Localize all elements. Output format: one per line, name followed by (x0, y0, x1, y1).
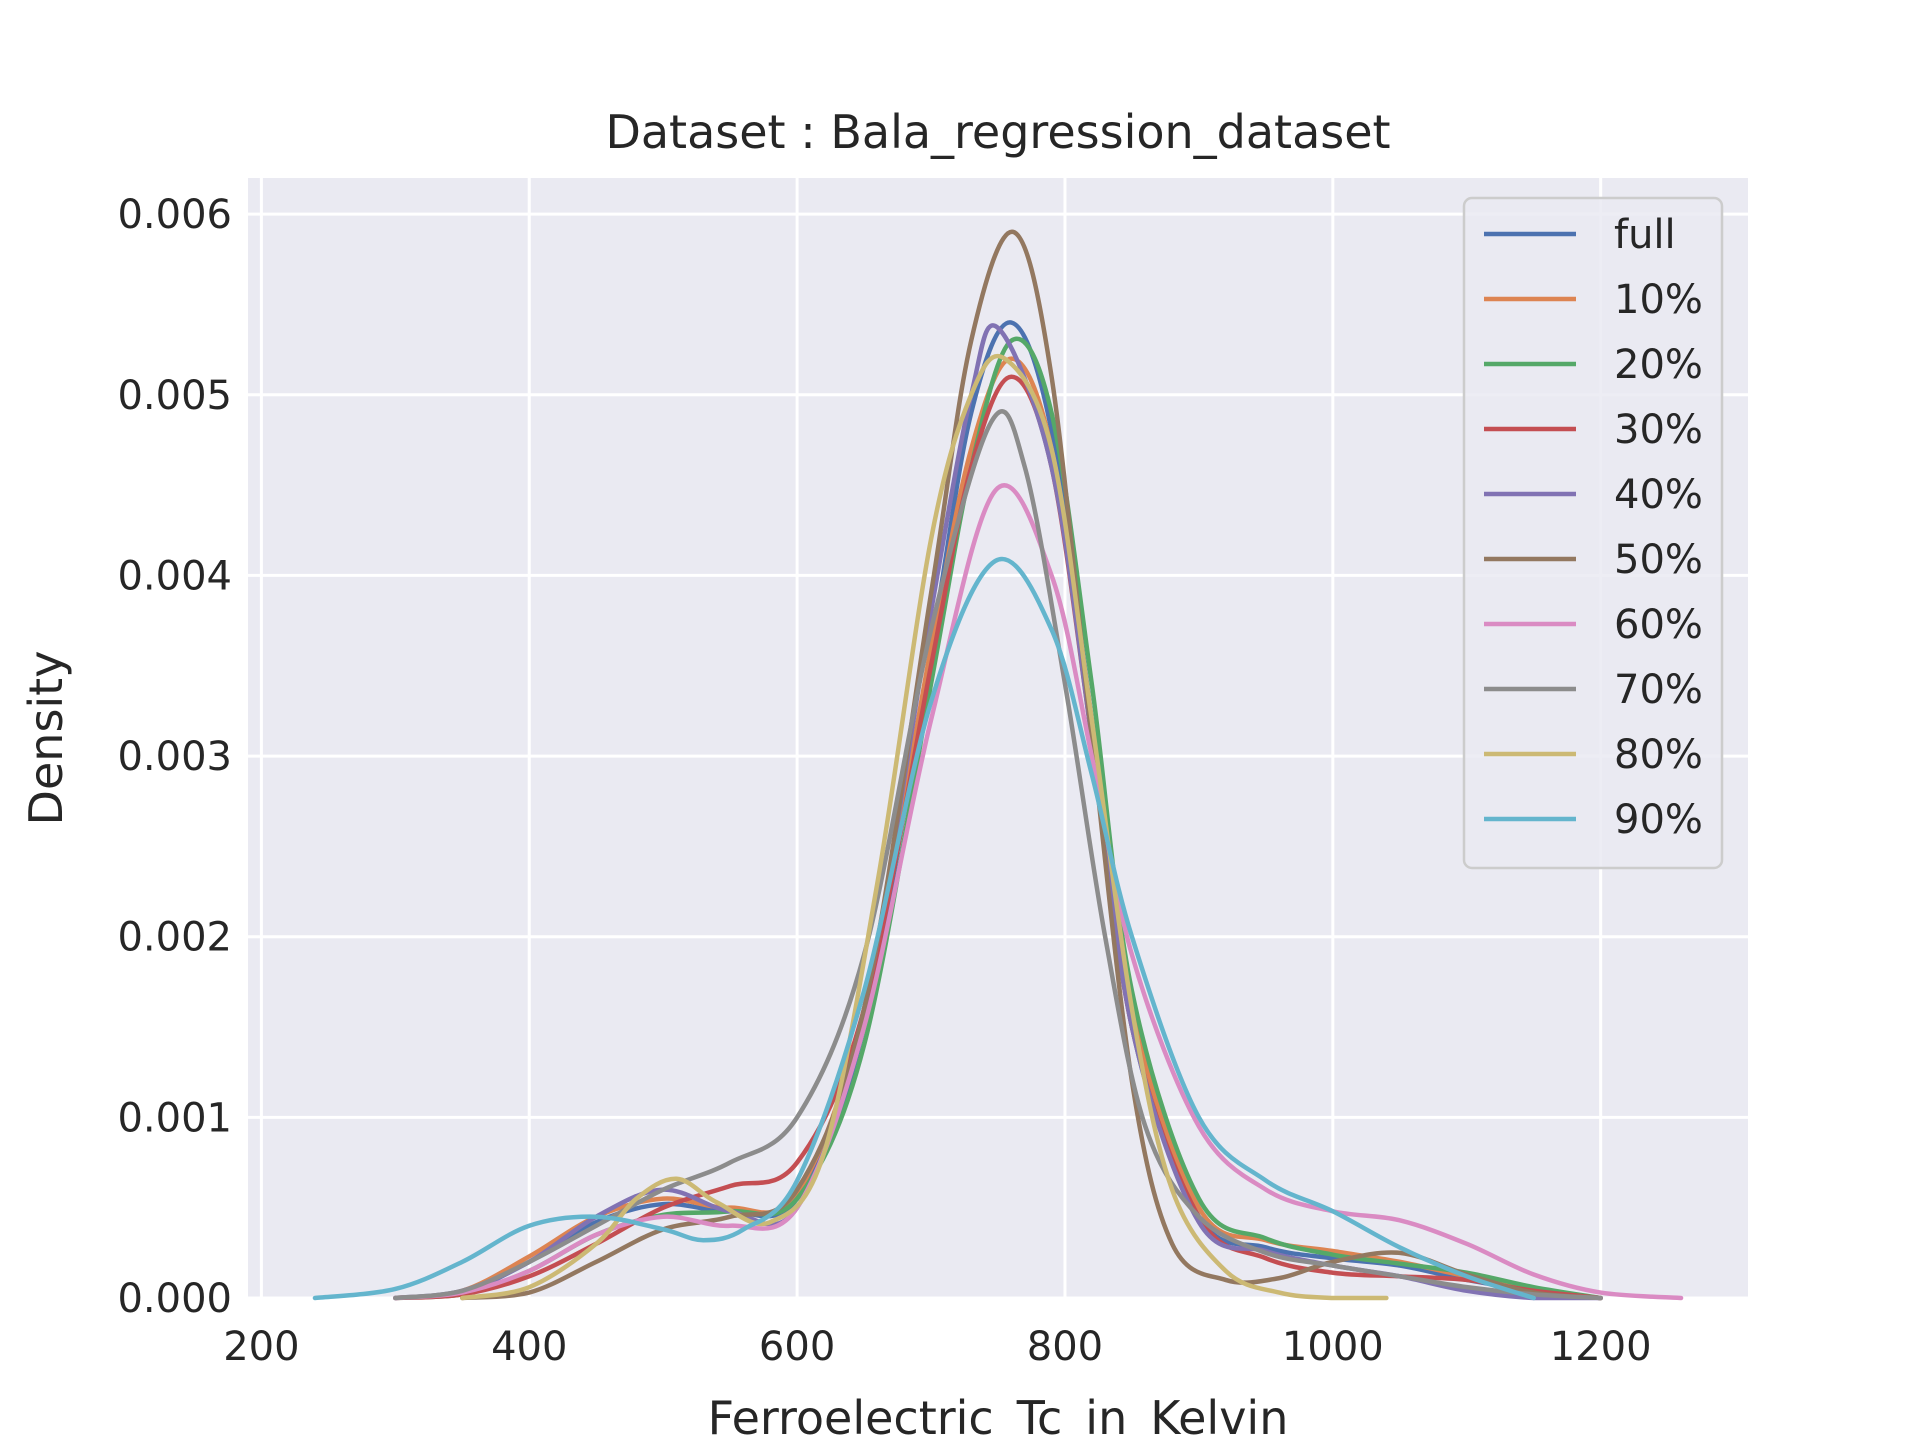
x-axis-label: Ferroelectric_Tc_in_Kelvin (708, 1391, 1289, 1440)
legend-label: 20% (1614, 342, 1703, 388)
y-tick-label: 0.002 (117, 915, 232, 961)
y-tick-label: 0.006 (117, 192, 232, 238)
x-tick-label: 400 (491, 1324, 567, 1370)
series-lines (312, 229, 1684, 1301)
series-line-30pct (393, 374, 1603, 1301)
series-line-80pct (460, 353, 1389, 1301)
legend: full 10% 20% 30% 40% 50% 60% 70% 80% 90% (1462, 196, 1724, 870)
x-tick-label: 800 (1027, 1324, 1103, 1370)
series-line-10pct (393, 356, 1603, 1301)
legend-label: 10% (1614, 277, 1703, 323)
y-tick-label: 0.004 (117, 553, 232, 599)
legend-label: 30% (1614, 407, 1703, 453)
x-tick-label: 1000 (1282, 1324, 1384, 1370)
series-line-90pct (312, 556, 1536, 1301)
y-axis-label: Density (19, 651, 73, 826)
legend-label: 70% (1614, 667, 1703, 713)
legend-label: 80% (1614, 732, 1703, 778)
legend-label: 90% (1614, 797, 1703, 843)
y-tick-label: 0.005 (117, 373, 232, 419)
series-line-70pct (393, 409, 1603, 1301)
y-tick-label: 0.003 (117, 734, 232, 780)
x-tick-label: 1200 (1550, 1324, 1652, 1370)
legend-label: 50% (1614, 537, 1703, 583)
chart-title: Dataset : Bala_regression_dataset (605, 105, 1390, 159)
x-tick-label: 200 (223, 1324, 299, 1370)
y-tick-label: 0.001 (117, 1095, 232, 1141)
x-tick-labels: 200 400 600 800 1000 1200 (223, 1324, 1651, 1370)
x-tick-label: 600 (759, 1324, 835, 1370)
legend-label: 40% (1614, 472, 1703, 518)
legend-label: 60% (1614, 602, 1703, 648)
legend-label: full (1614, 212, 1676, 258)
y-tick-label: 0.000 (117, 1276, 232, 1322)
y-tick-labels: 0.000 0.001 0.002 0.003 0.004 0.005 0.006 (117, 192, 232, 1322)
